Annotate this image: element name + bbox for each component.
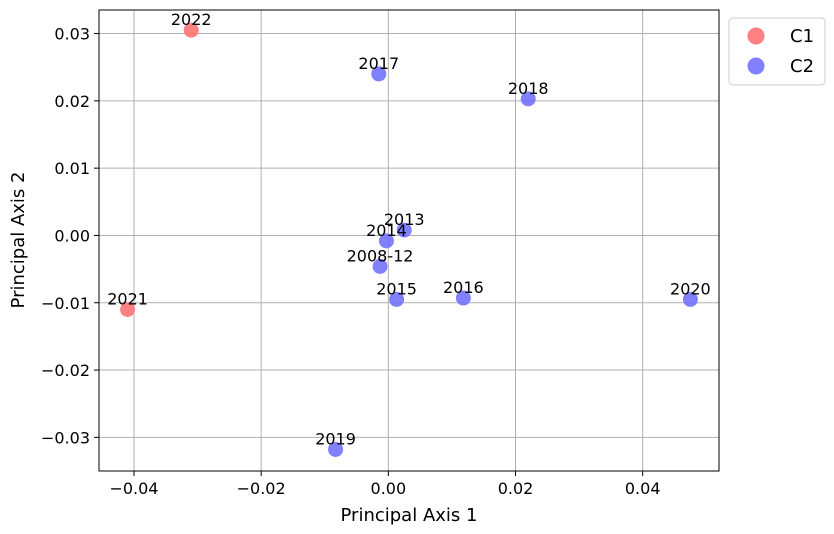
x-tick-label: 0.04 — [625, 479, 661, 498]
point-label: 2021 — [107, 289, 148, 308]
point-label: 2015 — [376, 279, 417, 298]
legend-marker-c1 — [747, 27, 765, 45]
y-axis-title: Principal Axis 2 — [8, 172, 29, 309]
x-axis-title: Principal Axis 1 — [341, 505, 478, 526]
data-point-c2 — [520, 91, 536, 107]
data-point-c2 — [371, 66, 387, 82]
legend: C1 C2 — [728, 17, 826, 86]
legend-label-c1: C1 — [790, 26, 814, 47]
y-tick-label: 0.01 — [54, 159, 90, 178]
data-point-c1 — [120, 301, 136, 317]
grid — [99, 10, 719, 471]
data-point-c2 — [389, 291, 405, 307]
point-label: 2018 — [508, 79, 549, 98]
data-point-c2 — [372, 258, 388, 274]
point-label: 2014 — [366, 221, 407, 240]
point-label: 2017 — [358, 54, 399, 73]
data-point-c2 — [396, 222, 412, 238]
y-tick-label: 0.00 — [54, 226, 90, 245]
axis-ticks: −0.04 −0.02 0.00 0.02 0.04 −0.03 −0.02 −0.01 0.0… — [41, 25, 661, 498]
point-label: 2020 — [670, 279, 711, 298]
point-label: 2022 — [171, 10, 212, 29]
point-label: 2008-12 — [347, 246, 414, 265]
data-point-c2 — [682, 291, 698, 307]
data-points — [120, 22, 698, 457]
point-label: 2013 — [384, 210, 425, 229]
plot-frame — [98, 9, 720, 472]
y-tick-label: 0.02 — [54, 92, 90, 111]
data-point-c1 — [183, 22, 199, 38]
x-tick-label: 0.00 — [371, 479, 407, 498]
y-tick-label: −0.03 — [41, 428, 90, 447]
y-tick-label: −0.02 — [41, 361, 90, 380]
y-tick-label: 0.03 — [54, 25, 90, 44]
data-point-c2 — [455, 290, 471, 306]
x-tick-label: −0.02 — [237, 479, 286, 498]
data-point-c2 — [328, 441, 344, 457]
legend-label-c2: C2 — [790, 56, 814, 77]
y-tick-label: −0.01 — [41, 294, 90, 313]
x-tick-label: −0.04 — [109, 479, 158, 498]
point-label: 2019 — [315, 429, 356, 448]
data-point-c2 — [378, 233, 394, 249]
legend-marker-c2 — [747, 57, 765, 75]
point-label: 2016 — [443, 278, 484, 297]
x-tick-label: 0.02 — [498, 479, 534, 498]
